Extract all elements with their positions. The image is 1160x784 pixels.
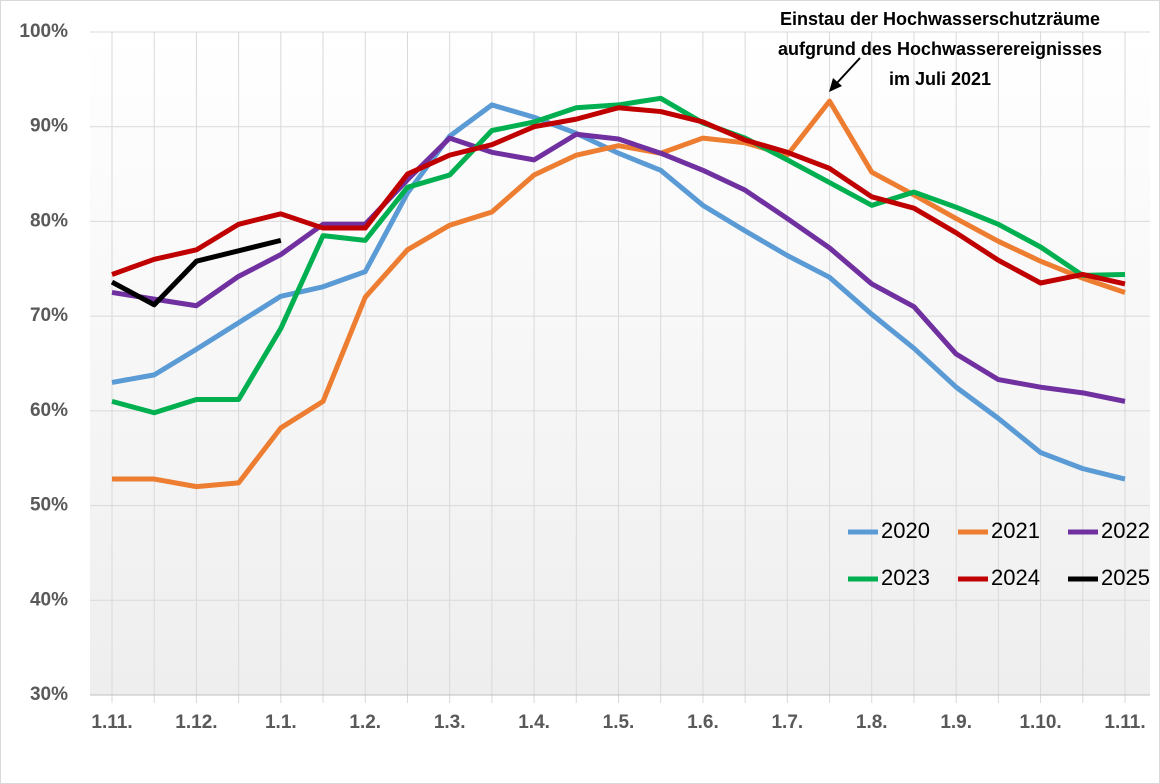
annotation-text: im Juli 2021: [889, 69, 991, 89]
x-tick-label: 1.2.: [349, 712, 381, 733]
x-tick-label: 1.9.: [940, 712, 972, 733]
annotation-arrowhead: [829, 78, 842, 92]
x-tick-label: 1.11.: [91, 712, 132, 733]
x-tick-label: 1.3.: [434, 712, 466, 733]
legend-label: 2024: [991, 565, 1040, 590]
x-tick-label: 1.7.: [771, 712, 803, 733]
legend-label: 2020: [881, 518, 930, 543]
series-line: [111, 102, 1126, 482]
y-tick-label: 80%: [30, 210, 68, 231]
y-tick-label: 60%: [30, 400, 68, 421]
legend-label: 2025: [1101, 565, 1150, 590]
series-line: [111, 131, 1126, 404]
series-line: [110, 237, 282, 308]
x-tick-label: 1.12.: [175, 712, 217, 733]
plot-area: [90, 32, 1150, 695]
x-tick-label: 1.6.: [687, 712, 719, 733]
legend-label: 2021: [991, 518, 1040, 543]
legend-label: 2023: [881, 565, 930, 590]
annotation-text: aufgrund des Hochwasserereignisses: [778, 39, 1102, 59]
x-tick-label: 1.4.: [518, 712, 550, 733]
y-tick-label: 30%: [30, 684, 68, 705]
series-line: [111, 95, 1126, 416]
x-tick-label: 1.8.: [856, 712, 888, 733]
x-tick-label: 1.1.: [265, 712, 297, 733]
series-line: [112, 98, 1126, 490]
annotation-text: Einstau der Hochwasserschutzräume: [780, 9, 1100, 29]
legend-label: 2022: [1101, 518, 1150, 543]
x-tick-label: 1.11.: [1104, 712, 1145, 733]
x-tick-label: 1.5.: [603, 712, 635, 733]
y-tick-label: 90%: [30, 116, 68, 137]
annotation-arrow: [835, 57, 861, 85]
y-tick-label: 100%: [19, 21, 68, 42]
y-tick-label: 40%: [30, 589, 68, 610]
series-line: [111, 105, 1126, 287]
y-tick-label: 50%: [30, 495, 68, 516]
x-tick-label: 1.10.: [1019, 712, 1061, 733]
y-tick-label: 70%: [30, 305, 68, 326]
